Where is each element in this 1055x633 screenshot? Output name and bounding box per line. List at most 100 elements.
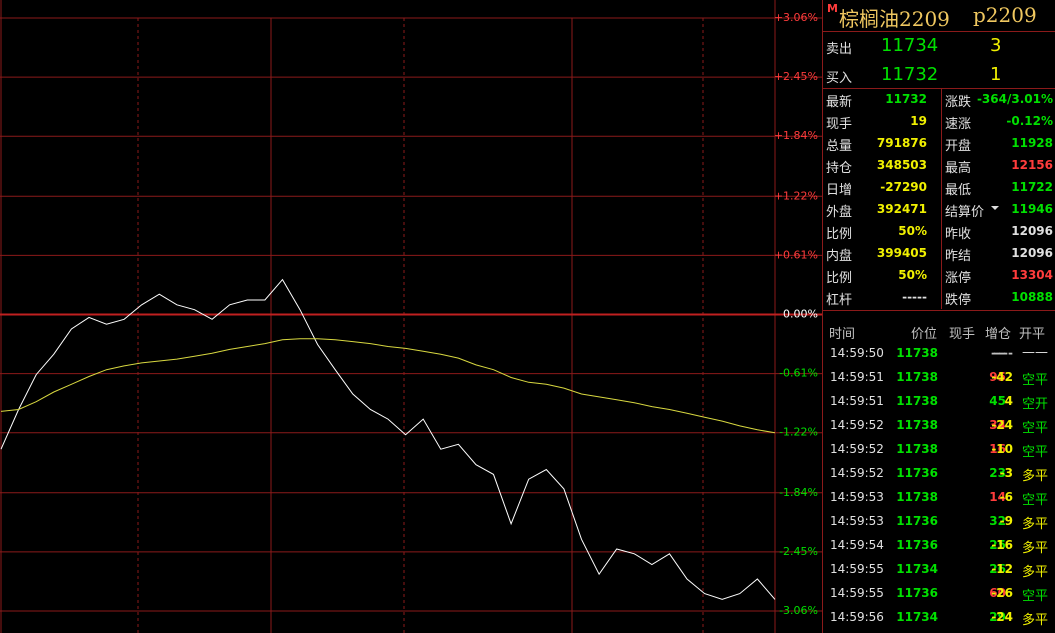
trade-volume: 45 (989, 394, 1006, 408)
stat-value: 11732 (885, 92, 927, 106)
y-tick-label: -1.84% (779, 486, 818, 499)
separator (823, 31, 1055, 32)
price-line (0, 278, 776, 600)
trade-price: 11736 (896, 586, 938, 600)
trade-kind: 空平 (1022, 589, 1049, 604)
trade-time: 14:59:56 (830, 610, 884, 624)
stat-label: 现手 (826, 117, 853, 132)
trade-price: 11738 (896, 370, 938, 384)
trade-kind: —— (1022, 345, 1048, 360)
book-label: 买入 (826, 71, 853, 86)
trades-header: 增仓 (985, 327, 1012, 342)
trade-time: 14:59:50 (830, 346, 884, 360)
trade-volume: 34 (989, 418, 1006, 432)
trade-change: ---- (993, 346, 1013, 360)
trade-volume: 25 (989, 538, 1006, 552)
stat-value: 11928 (1011, 136, 1053, 150)
trade-volume: 32 (989, 514, 1006, 528)
trade-volume: 14 (989, 490, 1006, 504)
trade-time: 14:59:55 (830, 586, 884, 600)
trades-header: 开平 (1019, 327, 1046, 342)
y-tick-label: 0.00% (783, 308, 818, 321)
stat-value: 392471 (876, 202, 927, 216)
stat-value: 50% (898, 224, 927, 238)
trade-kind: 多平 (1022, 613, 1049, 628)
y-tick-label: -1.22% (779, 426, 818, 439)
stat-value: -364/3.01% (976, 92, 1053, 106)
stat-label: 外盘 (826, 205, 853, 220)
trade-kind: 空平 (1022, 421, 1049, 436)
trade-change: -10 (991, 442, 1013, 456)
trade-change: -9 (999, 514, 1013, 528)
chart: +3.06% +2.45% +1.84% +1.22% +0.61% 0.00% -0.61… (0, 0, 822, 633)
trade-price: 11736 (896, 466, 938, 480)
stat-value: 11946 (1011, 202, 1053, 216)
contract-code: p2209 (973, 3, 1037, 27)
stat-value: 348503 (876, 158, 927, 172)
stat-value: ----- (902, 290, 927, 304)
stat-label: 杠杆 (826, 293, 853, 308)
y-tick-label: +3.06% (774, 11, 818, 24)
stat-value: 11722 (1011, 180, 1053, 194)
y-tick-label: +1.22% (774, 189, 818, 202)
stat-label: 跌停 (945, 293, 972, 308)
dropdown-icon[interactable] (990, 204, 1000, 212)
trade-change: -26 (991, 586, 1013, 600)
separator (823, 88, 1055, 89)
book-price: 11734 (881, 35, 939, 56)
badge: M (827, 2, 838, 15)
stat-label: 比例 (826, 227, 853, 242)
trade-time: 14:59:53 (830, 514, 884, 528)
trade-time: 14:59:51 (830, 370, 884, 384)
trade-price: 11738 (896, 442, 938, 456)
stat-value: 10888 (1011, 290, 1053, 304)
trade-kind: 空平 (1022, 373, 1049, 388)
stat-label: 昨收 (945, 227, 972, 242)
stat-label: 速涨 (945, 117, 972, 132)
trade-time: 14:59:53 (830, 490, 884, 504)
separator (941, 89, 942, 309)
trade-change: -24 (991, 418, 1013, 432)
stat-label: 最低 (945, 183, 972, 198)
trade-price: 11734 (896, 562, 938, 576)
stat-label: 开盘 (945, 139, 972, 154)
book-volume: 1 (990, 64, 1002, 85)
y-tick-label: +2.45% (774, 70, 818, 83)
stat-value: -0.12% (1006, 114, 1053, 128)
trade-change: -12 (991, 562, 1013, 576)
trade-price: 11736 (896, 514, 938, 528)
stat-value: 12096 (1011, 224, 1053, 238)
y-tick-label: +1.84% (774, 129, 818, 142)
trade-volume: 29 (989, 610, 1006, 624)
quote-panel: M 棕榈油2209 p2209 卖出 11734 3 买入 11732 1 最新 11732… (822, 0, 1055, 633)
separator (823, 310, 1055, 311)
trade-time: 14:59:51 (830, 394, 884, 408)
trade-change: -16 (991, 538, 1013, 552)
trade-price: 11736 (896, 538, 938, 552)
trade-volume: 60 (989, 586, 1006, 600)
stat-label: 涨跌 (945, 95, 972, 110)
stat-value: 50% (898, 268, 927, 282)
stat-value: 791876 (876, 136, 927, 150)
trade-volume: 16 (989, 442, 1006, 456)
trade-kind: 多平 (1022, 469, 1049, 484)
stat-value: 19 (910, 114, 927, 128)
trade-price: 11738 (896, 346, 938, 360)
trade-change: -3 (999, 466, 1013, 480)
stat-label: 涨停 (945, 271, 972, 286)
trade-price: 11738 (896, 418, 938, 432)
trade-volume: 95 (989, 370, 1006, 384)
grid-verticals (0, 0, 776, 633)
book-volume: 3 (990, 35, 1002, 56)
stat-label: 结算价 (945, 205, 985, 220)
trade-kind: 多平 (1022, 517, 1049, 532)
trade-price: 11738 (896, 490, 938, 504)
stat-label: 持仓 (826, 161, 853, 176)
trade-kind: 空平 (1022, 493, 1049, 508)
trades-header: 现手 (949, 327, 976, 342)
stat-value: 12156 (1011, 158, 1053, 172)
price-line (0, 338, 776, 434)
y-tick-label: +0.61% (774, 248, 818, 261)
book-price: 11732 (881, 64, 939, 85)
